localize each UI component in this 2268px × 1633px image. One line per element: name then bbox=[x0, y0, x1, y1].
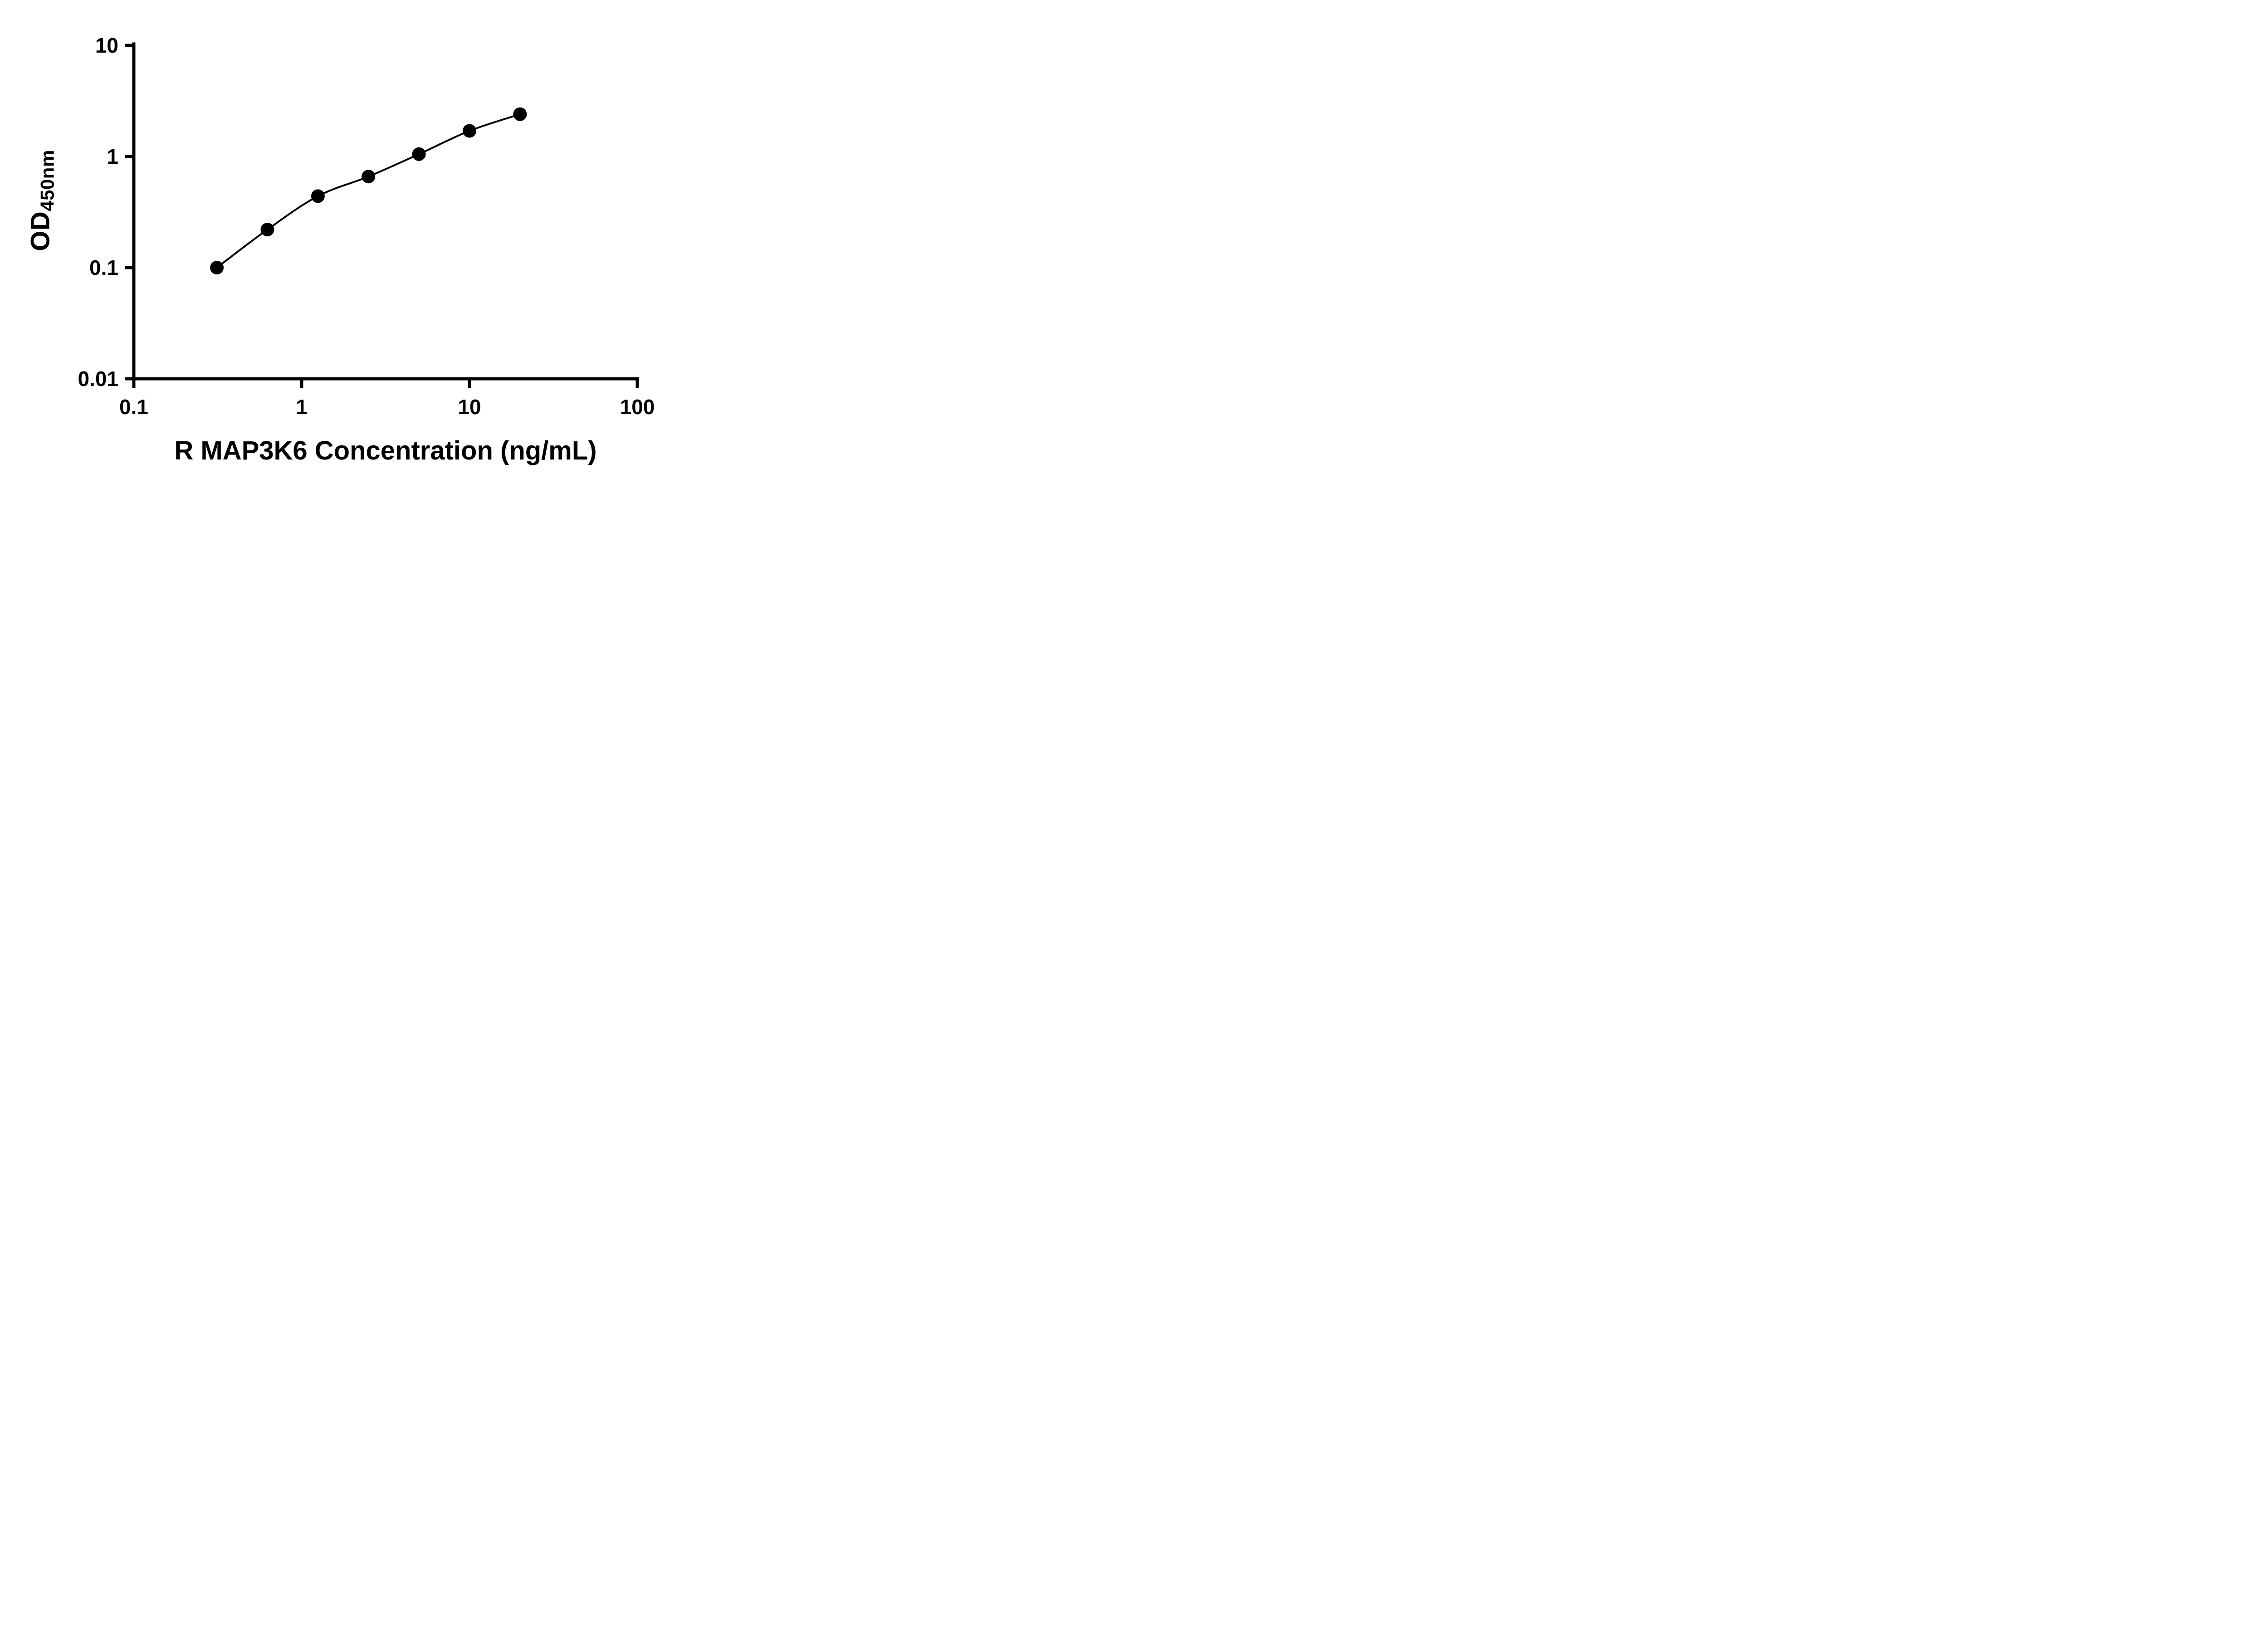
data-point bbox=[210, 261, 224, 274]
y-tick-label: 0.01 bbox=[78, 367, 118, 391]
data-point bbox=[260, 223, 274, 237]
x-tick-label: 100 bbox=[620, 395, 655, 419]
data-point bbox=[463, 124, 476, 138]
y-axis-label: OD450nm bbox=[25, 150, 59, 251]
y-tick-label: 1 bbox=[107, 145, 118, 168]
x-tick-label: 0.1 bbox=[119, 395, 148, 419]
data-point bbox=[513, 107, 527, 121]
x-tick-label: 10 bbox=[458, 395, 481, 419]
elisa-standard-curve-figure: 0.1 1 10 100 0.01 0.1 1 10 OD450nm R MAP3K6 Con… bbox=[0, 0, 699, 490]
y-axis-label-subscript: 450nm bbox=[36, 150, 58, 211]
y-tick-label: 0.1 bbox=[89, 256, 118, 279]
y-axis-label-main: OD bbox=[25, 211, 55, 251]
x-tick-label: 1 bbox=[296, 395, 308, 419]
data-point bbox=[412, 147, 426, 161]
x-axis-label: R MAP3K6 Concentration (ng/mL) bbox=[174, 436, 597, 465]
fit-curve bbox=[216, 113, 521, 269]
axes bbox=[132, 42, 639, 381]
y-tick-label: 10 bbox=[95, 34, 118, 57]
data-point bbox=[311, 189, 325, 203]
data-point bbox=[362, 170, 376, 184]
